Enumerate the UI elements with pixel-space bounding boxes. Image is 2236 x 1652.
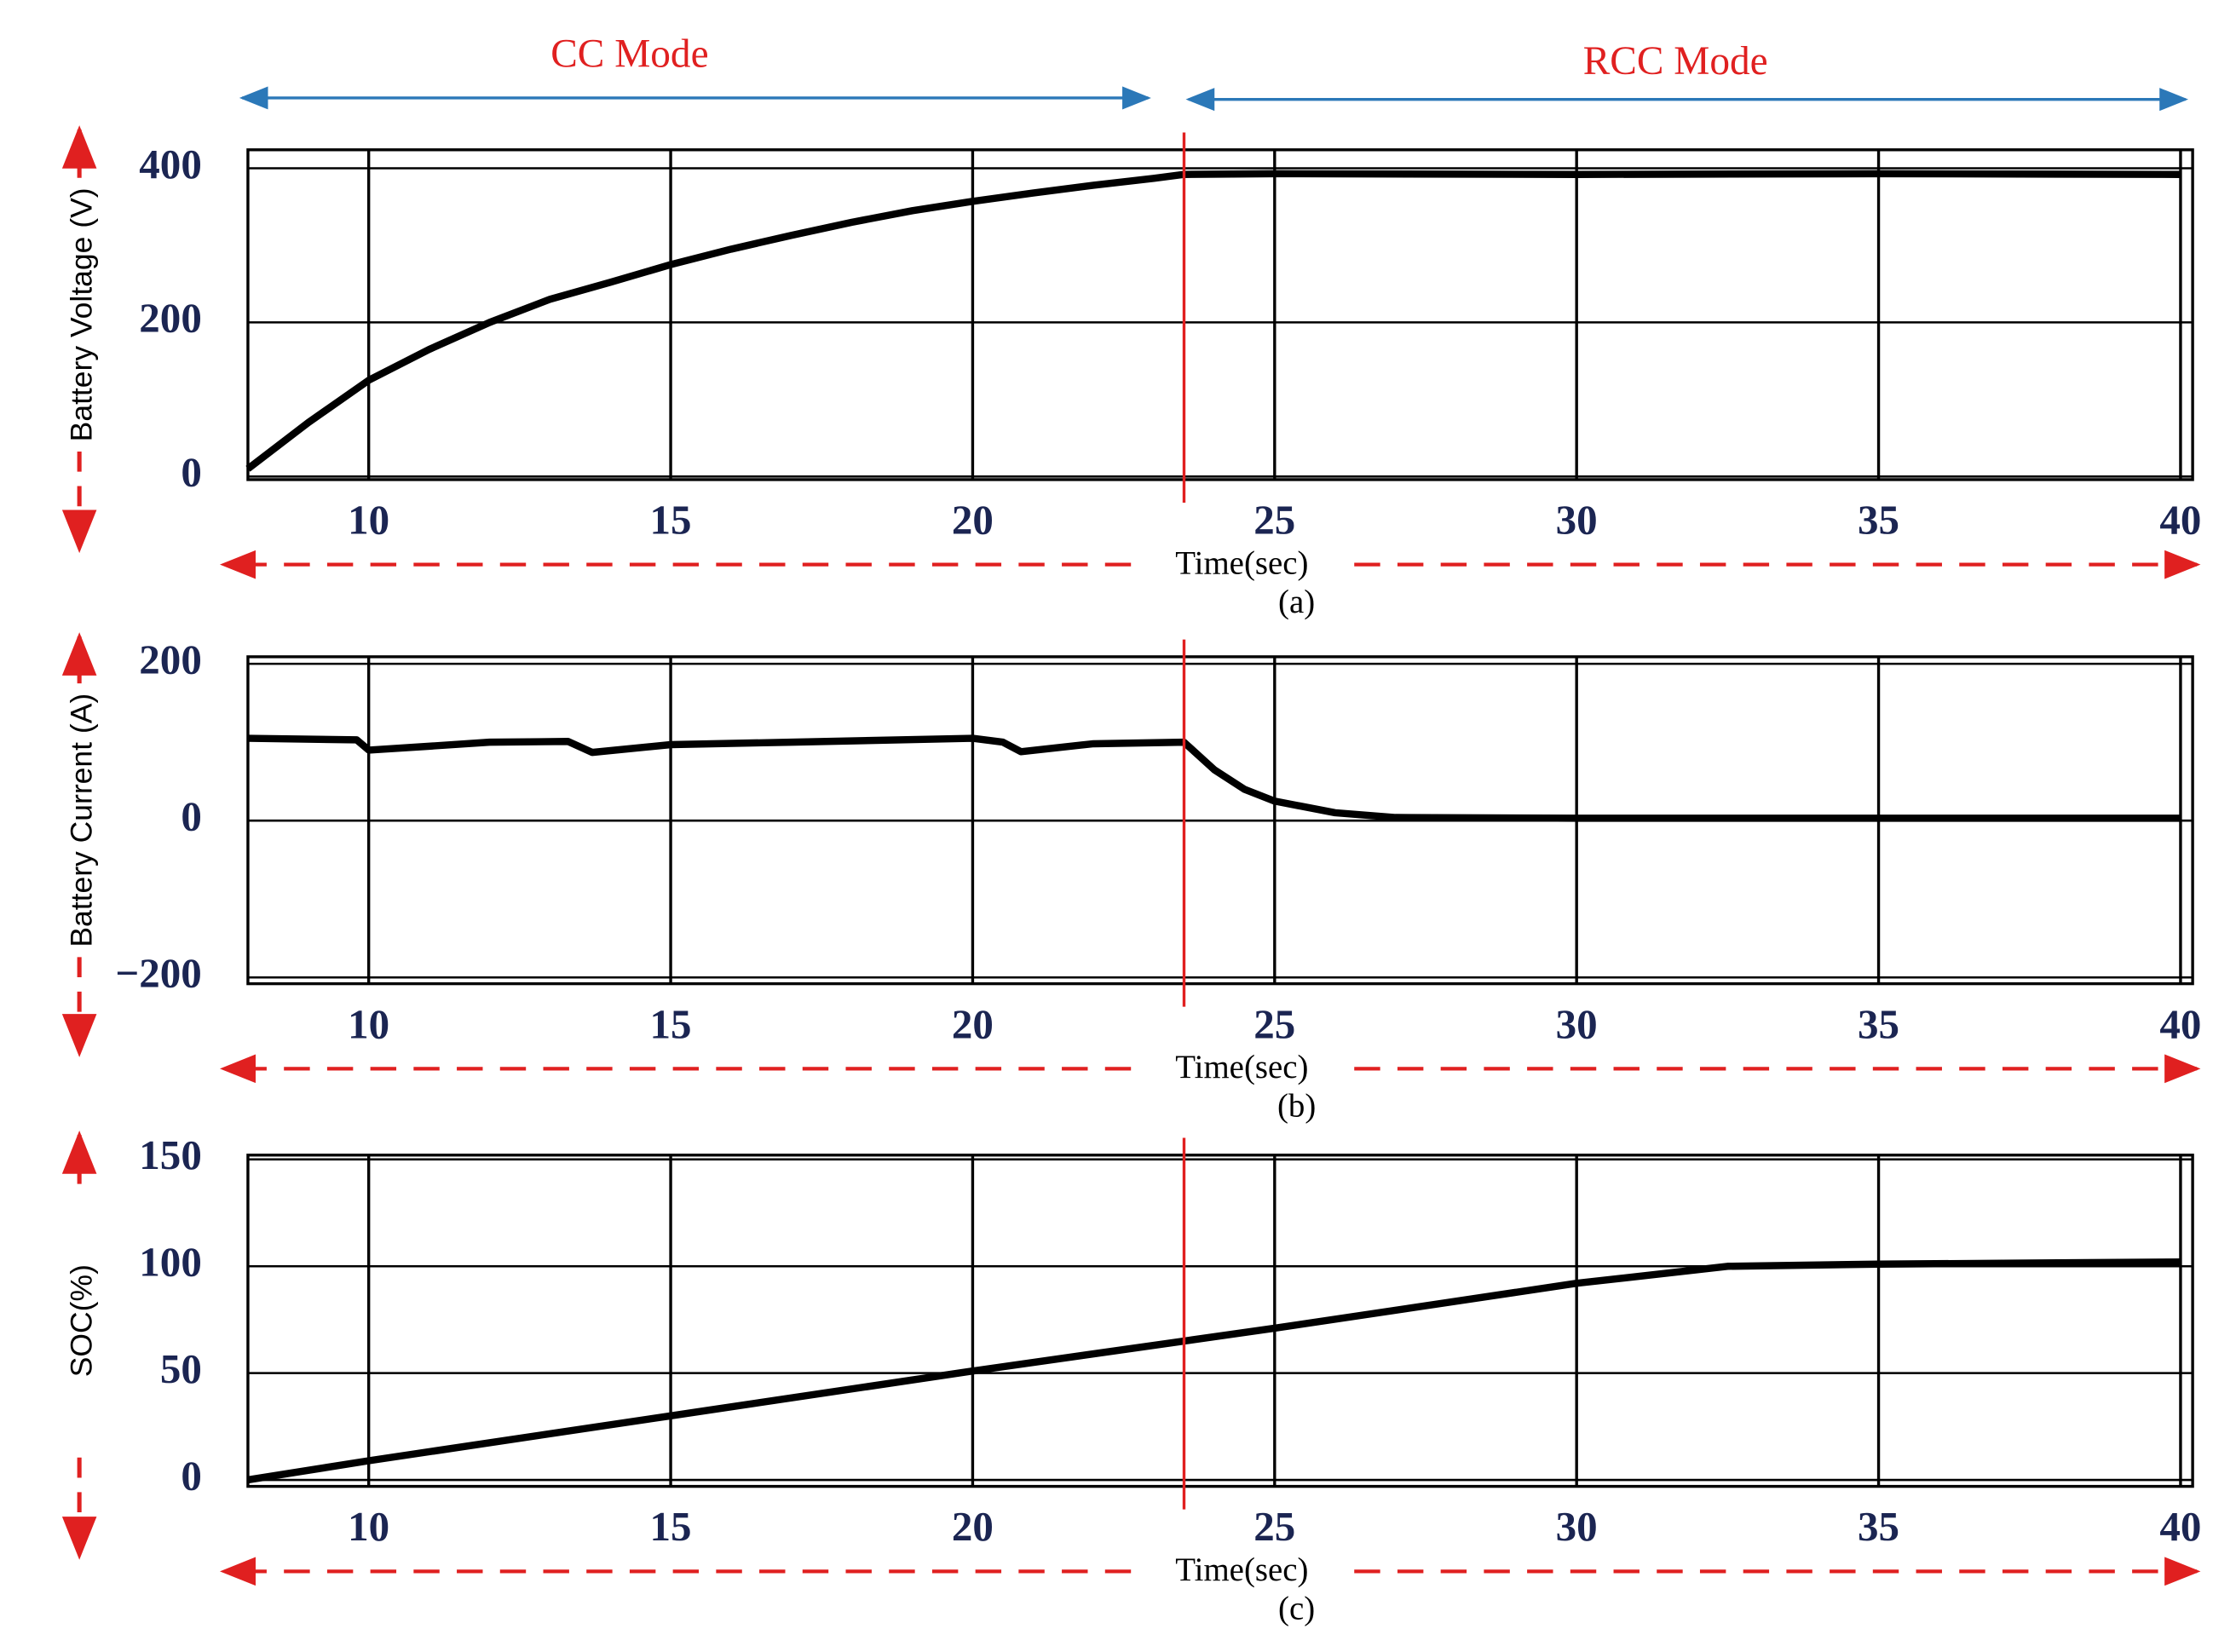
x-tick-label: 15 <box>650 1000 692 1047</box>
x-tick-label: 30 <box>1556 497 1598 544</box>
x-tick-label: 10 <box>348 1503 389 1550</box>
cc-mode-label: CC Mode <box>550 32 708 76</box>
x-tick-label: 40 <box>2159 1503 2201 1550</box>
y-tick-label: 0 <box>181 449 202 496</box>
data-line <box>247 1258 2181 1484</box>
data-line <box>247 734 2181 822</box>
rcc-mode-label: RCC Mode <box>1583 39 1768 83</box>
x-tick-label: 15 <box>650 1503 692 1550</box>
x-axis-label: Time(sec) <box>1175 544 1308 581</box>
x-tick-label: 30 <box>1556 1503 1598 1550</box>
subplot-caption: (b) <box>1277 1088 1316 1125</box>
data-line <box>245 170 2181 472</box>
x-tick-label: 40 <box>2159 1000 2201 1047</box>
subplot-caption: (c) <box>1278 1591 1315 1627</box>
x-axis-label: Time(sec) <box>1175 1049 1308 1085</box>
x-tick-label: 35 <box>1858 497 1899 544</box>
x-tick-label: 10 <box>348 1000 389 1047</box>
y-tick-label: 200 <box>139 636 202 682</box>
y-tick-label: 0 <box>181 792 202 839</box>
x-tick-label: 25 <box>1253 1503 1295 1550</box>
x-tick-label: 30 <box>1556 1000 1598 1047</box>
x-tick-label: 40 <box>2159 497 2201 544</box>
y-tick-label: 150 <box>139 1131 202 1178</box>
x-tick-label: 25 <box>1253 1000 1295 1047</box>
x-tick-label: 35 <box>1858 1000 1899 1047</box>
x-tick-label: 15 <box>650 497 692 544</box>
x-axis-label: Time(sec) <box>1175 1551 1308 1588</box>
x-tick-label: 20 <box>952 497 994 544</box>
plot-frame <box>246 1154 2194 1488</box>
y-axis-label: Battery Current (A) <box>65 694 99 947</box>
plot-frame <box>246 148 2194 481</box>
y-tick-label: 50 <box>160 1345 202 1392</box>
x-tick-label: 25 <box>1253 497 1295 544</box>
x-tick-label: 20 <box>952 1503 994 1550</box>
y-tick-label: 400 <box>139 141 202 187</box>
y-tick-label: 100 <box>139 1238 202 1285</box>
x-tick-label: 10 <box>348 497 389 544</box>
y-axis-label: SOC(%) <box>65 1264 99 1377</box>
x-tick-label: 20 <box>952 1000 994 1047</box>
y-tick-label: −200 <box>115 949 201 996</box>
y-tick-label: 200 <box>139 295 202 342</box>
subplot-caption: (a) <box>1278 584 1315 620</box>
y-axis-label: Battery Voltage (V) <box>65 187 99 441</box>
x-tick-label: 35 <box>1858 1503 1899 1550</box>
y-tick-label: 0 <box>181 1452 202 1499</box>
